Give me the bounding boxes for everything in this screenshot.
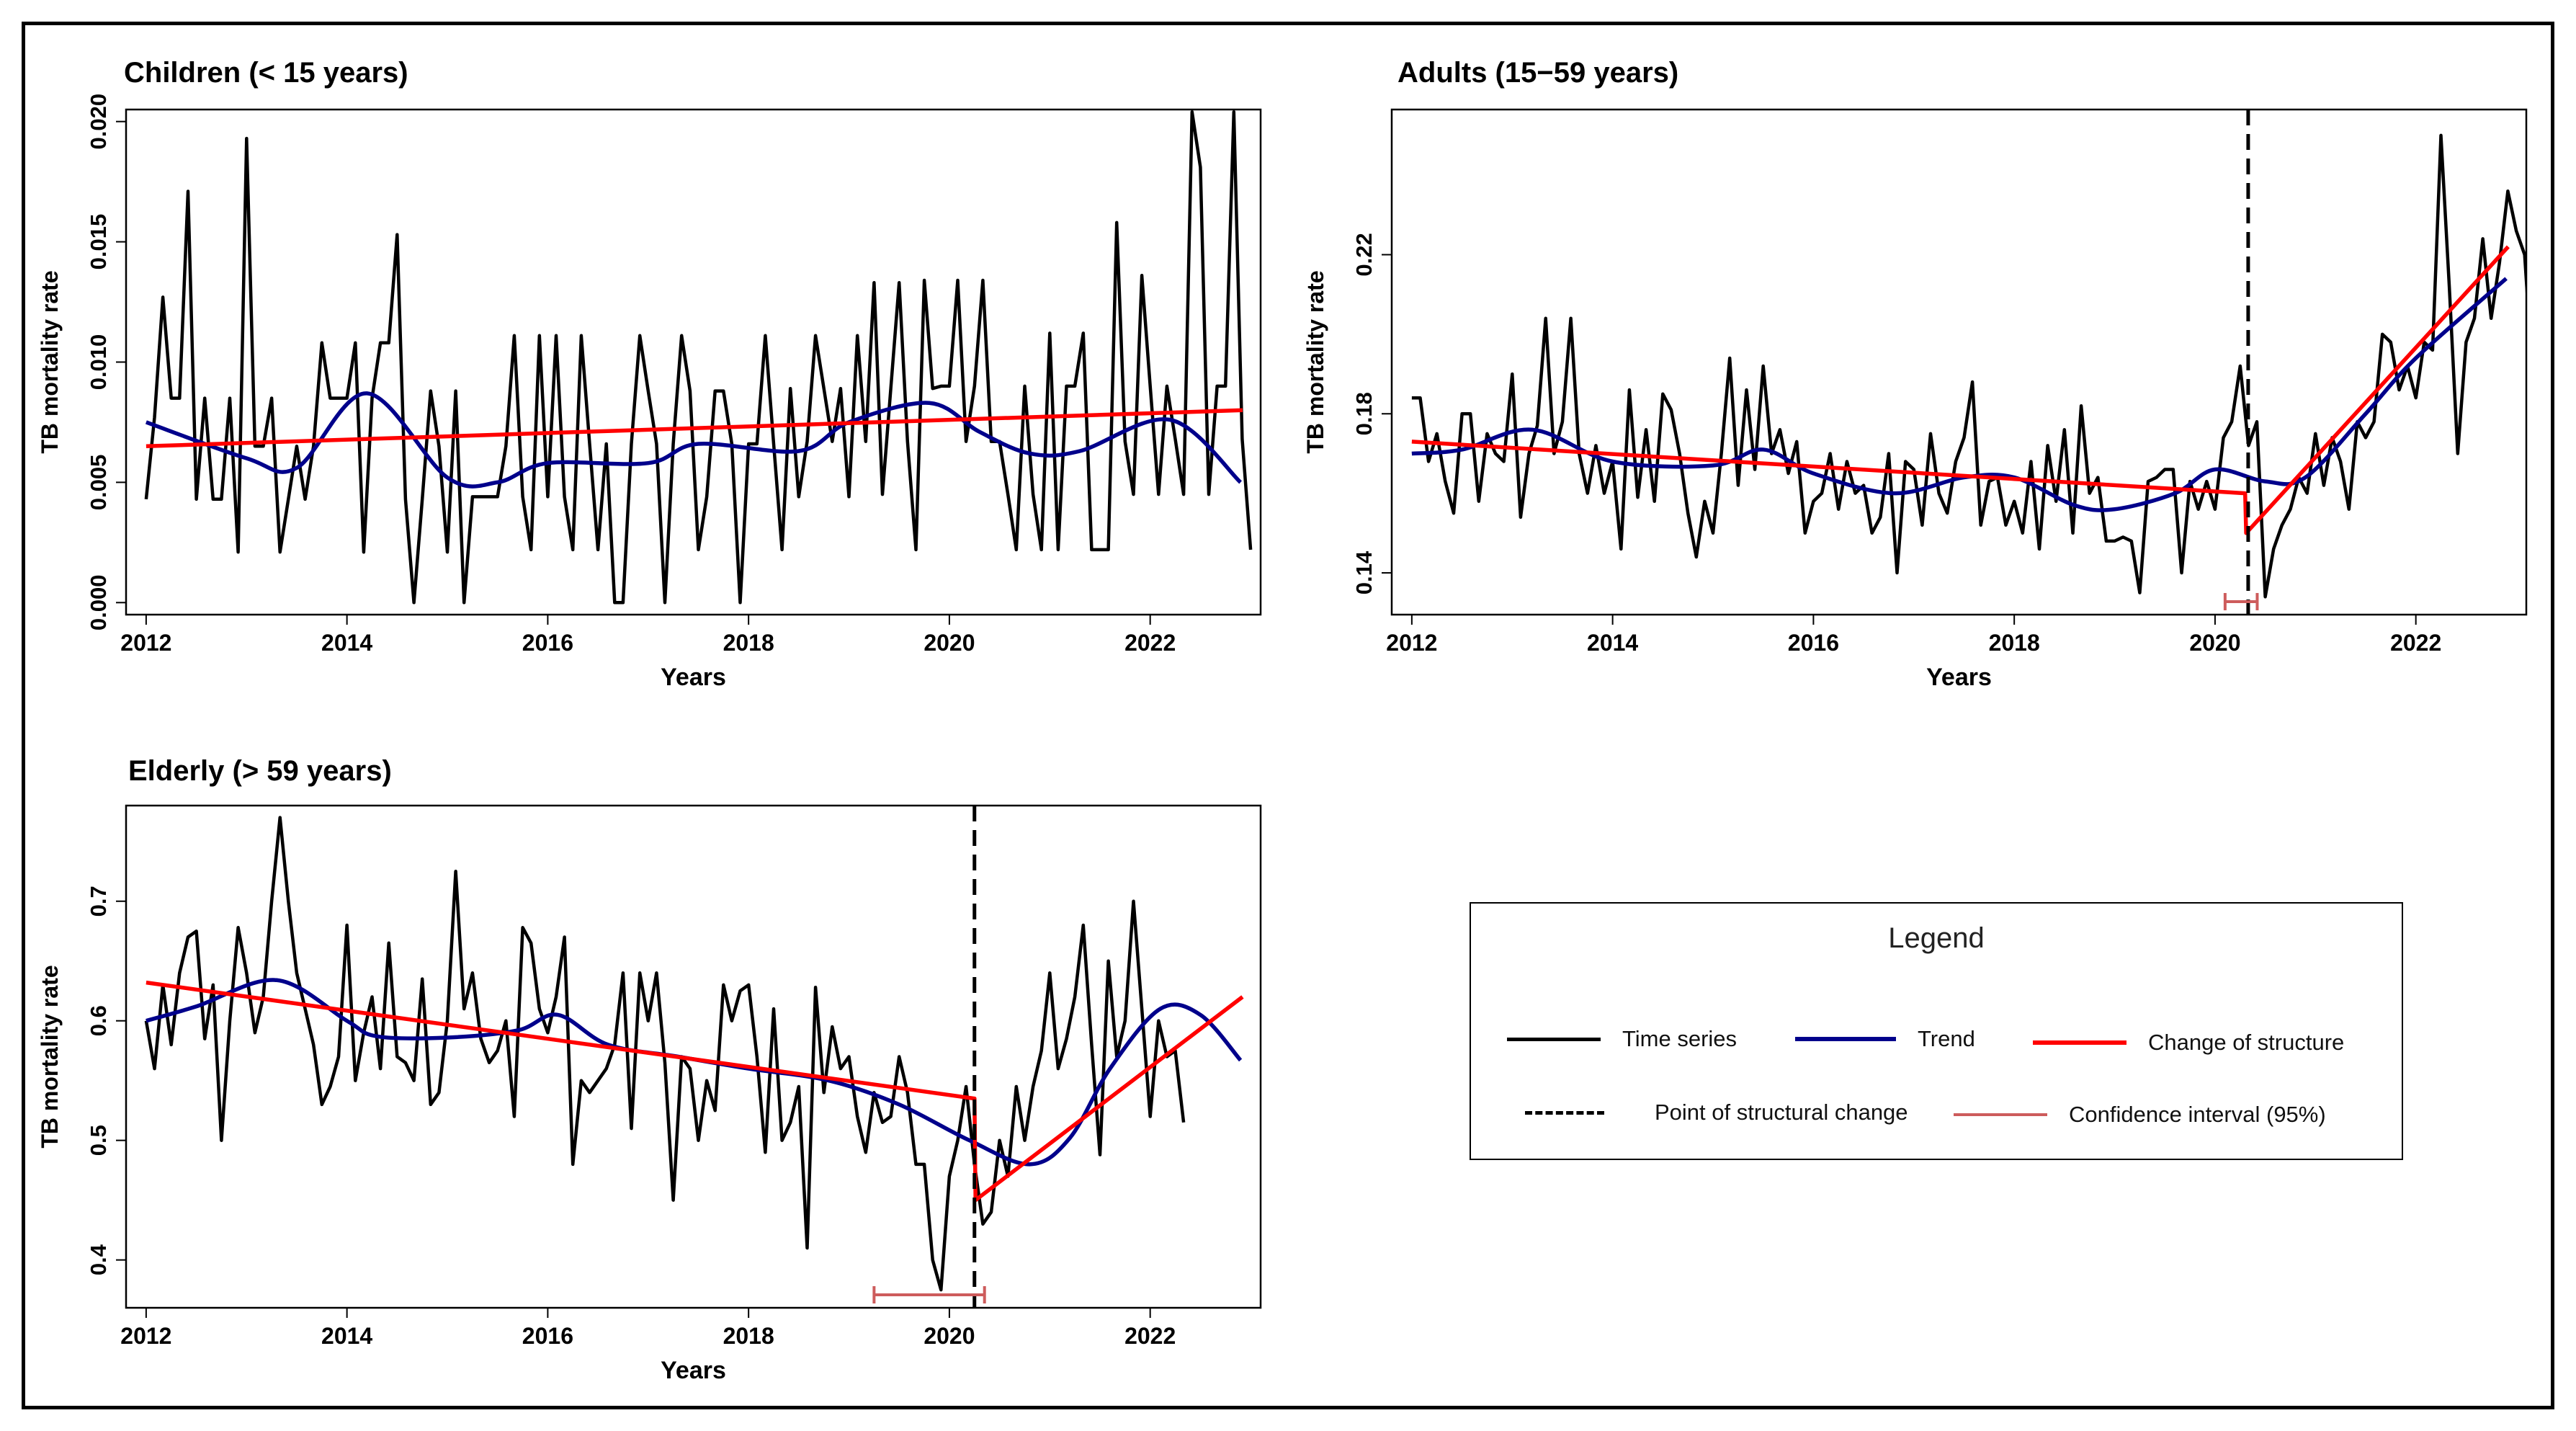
elderly-x-tick-label: 2012 bbox=[120, 1323, 171, 1349]
adults-trend-line bbox=[1411, 277, 2508, 512]
legend-label-change-of-structure: Change of structure bbox=[2148, 1030, 2345, 1055]
figure-frame bbox=[22, 22, 2554, 1409]
elderly-chart-title: Elderly (> 59 years) bbox=[128, 755, 392, 787]
elderly-y-axis-label: TB mortality rate bbox=[37, 965, 63, 1148]
adults-time-series-line bbox=[1411, 133, 2526, 599]
legend-swatch-change-of-structure bbox=[2033, 1040, 2126, 1045]
adults-x-tick-label: 2016 bbox=[1788, 630, 1839, 656]
adults-x-axis-label: Years bbox=[1926, 664, 1992, 691]
adults-y-tick-label: 0.14 bbox=[1351, 550, 1377, 594]
elderly-change-of-structure-line bbox=[146, 980, 1244, 1203]
elderly-y-tick-label: 0.5 bbox=[86, 1125, 111, 1156]
legend-label-confidence-interval: Confidence interval (95%) bbox=[2069, 1102, 2326, 1127]
legend-label-time-series: Time series bbox=[1622, 1026, 1738, 1051]
children-y-tick-label: 0.010 bbox=[86, 334, 111, 391]
elderly-plot-area bbox=[125, 804, 1262, 1309]
children-x-tick-label: 2018 bbox=[723, 630, 774, 656]
elderly-x-tick-label: 2020 bbox=[923, 1323, 975, 1349]
adults-plot-area bbox=[1390, 108, 2528, 616]
adults-x-tick-label: 2022 bbox=[2390, 630, 2441, 656]
legend-swatch-confidence-interval bbox=[1954, 1113, 2047, 1116]
adults-chart: Adults (15−59 years) 2012 2014 2016 2018 2020… bbox=[1302, 57, 2528, 691]
legend-swatch-time-series bbox=[1507, 1037, 1601, 1041]
legend-item-time-series: Time series bbox=[1507, 1026, 1737, 1052]
legend-label-point-of-structural-change: Point of structural change bbox=[1655, 1100, 1908, 1125]
elderly-x-tick-label: 2016 bbox=[522, 1323, 573, 1349]
children-x-tick-label: 2020 bbox=[923, 630, 975, 656]
adults-y-tick-label: 0.18 bbox=[1351, 392, 1377, 435]
elderly-x-tick-label: 2022 bbox=[1124, 1323, 1176, 1349]
adults-change-of-structure-line bbox=[1411, 245, 2510, 535]
children-change-of-structure-line bbox=[146, 408, 1243, 449]
legend-item-point-of-structural-change: Point of structural change bbox=[1525, 1100, 1908, 1125]
children-x-tick-label: 2012 bbox=[120, 630, 171, 656]
children-y-tick-label: 0.000 bbox=[86, 575, 111, 631]
children-time-series-line bbox=[144, 110, 1253, 605]
adults-x-tick-label: 2020 bbox=[2189, 630, 2240, 656]
children-chart: Children (< 15 years) 2012 2014 2016 2018 202… bbox=[37, 57, 1262, 691]
legend-title: Legend bbox=[1888, 922, 1985, 954]
children-y-axis-label: TB mortality rate bbox=[37, 270, 63, 453]
adults-x-tick-label: 2014 bbox=[1587, 630, 1638, 656]
elderly-series-group bbox=[144, 816, 1244, 1292]
children-y-tick-label: 0.020 bbox=[86, 94, 111, 150]
adults-chart-title: Adults (15−59 years) bbox=[1397, 57, 1678, 89]
children-x-tick-label: 2014 bbox=[321, 630, 372, 656]
children-series-group bbox=[144, 110, 1253, 605]
legend-label-trend: Trend bbox=[1918, 1026, 1975, 1051]
children-y-tick-label: 0.005 bbox=[86, 455, 111, 511]
elderly-y-tick-label: 0.4 bbox=[86, 1244, 111, 1275]
elderly-chart: Elderly (> 59 years) 2012 2014 2016 2018 2020… bbox=[37, 755, 1262, 1384]
legend-swatch-point-of-structural-change bbox=[1525, 1110, 1604, 1115]
children-trend-line bbox=[145, 391, 1243, 489]
legend: Legend Time series Trend Change of struc… bbox=[1470, 902, 2403, 1160]
elderly-time-series-line bbox=[144, 816, 1186, 1292]
elderly-y-tick-label: 0.6 bbox=[86, 1005, 111, 1036]
elderly-x-axis-label: Years bbox=[661, 1357, 726, 1384]
legend-swatch-trend bbox=[1795, 1037, 1896, 1041]
adults-y-axis-label: TB mortality rate bbox=[1302, 270, 1328, 453]
legend-item-change-of-structure: Change of structure bbox=[2033, 1030, 2344, 1056]
adults-series-group bbox=[1411, 133, 2526, 599]
legend-item-confidence-interval: Confidence interval (95%) bbox=[1954, 1102, 2326, 1128]
children-y-tick-label: 0.015 bbox=[86, 214, 111, 270]
children-x-axis-label: Years bbox=[661, 664, 726, 691]
adults-x-tick-label: 2018 bbox=[1989, 630, 2040, 656]
children-x-tick-label: 2022 bbox=[1124, 630, 1176, 656]
adults-y-tick-label: 0.22 bbox=[1351, 233, 1377, 276]
elderly-x-tick-label: 2014 bbox=[321, 1323, 372, 1349]
elderly-y-tick-label: 0.7 bbox=[86, 886, 111, 917]
elderly-trend-line bbox=[146, 978, 1243, 1167]
adults-x-tick-label: 2012 bbox=[1386, 630, 1437, 656]
legend-item-trend: Trend bbox=[1795, 1026, 1975, 1052]
children-chart-title: Children (< 15 years) bbox=[124, 57, 408, 89]
elderly-x-tick-label: 2018 bbox=[723, 1323, 774, 1349]
children-x-tick-label: 2016 bbox=[522, 630, 573, 656]
